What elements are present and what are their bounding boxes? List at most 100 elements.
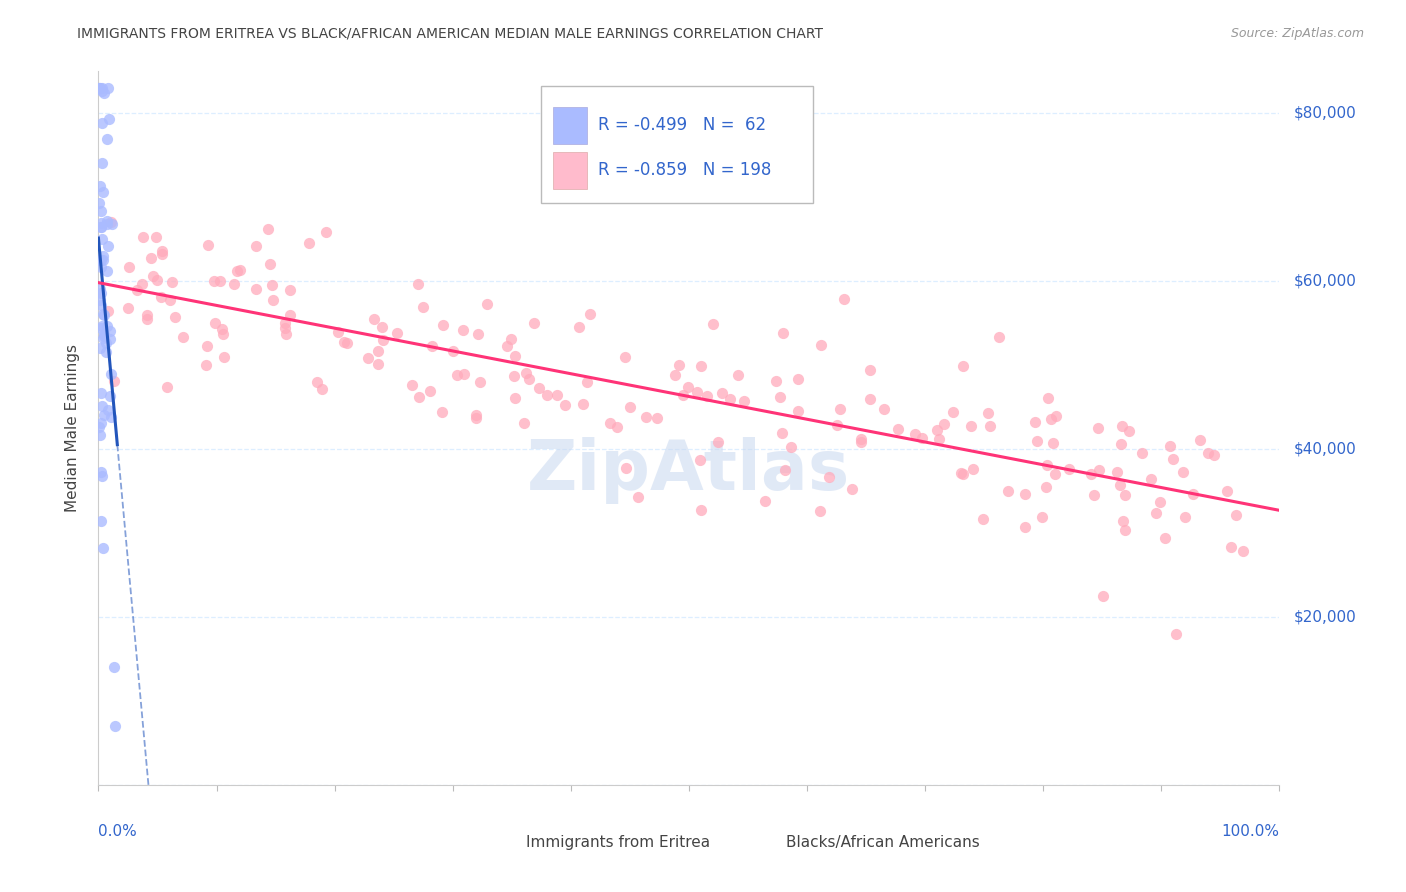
Point xyxy=(465,411,488,425)
Point xyxy=(689,453,711,467)
Point xyxy=(627,490,650,504)
Point xyxy=(808,504,831,518)
Point xyxy=(93,327,115,342)
Point xyxy=(710,386,733,401)
FancyBboxPatch shape xyxy=(553,107,588,145)
Point xyxy=(1171,466,1194,480)
Point xyxy=(515,366,537,380)
Point xyxy=(1112,514,1135,528)
Point xyxy=(371,320,394,334)
Point xyxy=(195,339,218,353)
Point xyxy=(93,408,115,422)
Point xyxy=(1036,391,1059,405)
Point xyxy=(96,264,118,278)
Text: IMMIGRANTS FROM ERITREA VS BLACK/AFRICAN AMERICAN MEDIAN MALE EARNINGS CORRELATI: IMMIGRANTS FROM ERITREA VS BLACK/AFRICAN… xyxy=(77,27,824,41)
Point xyxy=(859,392,882,406)
Point xyxy=(1111,418,1133,433)
Point xyxy=(90,220,112,235)
Point xyxy=(100,409,122,424)
Point xyxy=(172,330,194,344)
Point xyxy=(1202,448,1225,462)
Point xyxy=(136,312,159,326)
Point xyxy=(202,273,225,287)
Point xyxy=(859,363,882,377)
Point xyxy=(1197,446,1219,460)
Point xyxy=(422,339,444,353)
Point xyxy=(150,247,173,261)
Point xyxy=(614,460,637,475)
Point xyxy=(467,327,489,342)
FancyBboxPatch shape xyxy=(553,152,588,189)
Point xyxy=(89,179,111,194)
Point xyxy=(145,272,167,286)
Point xyxy=(810,338,832,352)
Point xyxy=(932,417,955,431)
Point xyxy=(1080,467,1102,481)
Point xyxy=(1166,627,1188,641)
Point xyxy=(770,426,793,441)
Point xyxy=(949,466,972,480)
Point xyxy=(1182,486,1205,500)
Point xyxy=(90,116,112,130)
Text: R = -0.499   N =  62: R = -0.499 N = 62 xyxy=(598,116,766,134)
Point xyxy=(333,334,356,349)
Point xyxy=(851,434,873,449)
Point xyxy=(910,431,932,445)
Point xyxy=(873,401,896,416)
Point xyxy=(619,400,641,414)
Point xyxy=(904,427,927,442)
Point xyxy=(125,283,148,297)
Point xyxy=(690,359,713,373)
Point xyxy=(212,350,235,364)
Point xyxy=(93,329,115,343)
Point xyxy=(572,397,595,411)
Point xyxy=(636,410,658,425)
Point xyxy=(613,350,636,364)
Point xyxy=(89,81,111,95)
Point xyxy=(89,427,111,442)
Point xyxy=(278,283,301,297)
Point xyxy=(97,238,120,252)
Point xyxy=(96,131,118,145)
Point xyxy=(90,232,112,246)
Point xyxy=(91,307,114,321)
Point xyxy=(546,387,568,401)
Text: $20,000: $20,000 xyxy=(1294,609,1357,624)
Point xyxy=(1154,532,1177,546)
Point xyxy=(1232,544,1254,558)
Point xyxy=(257,222,280,236)
Point xyxy=(1140,472,1163,486)
Point xyxy=(536,388,558,402)
Text: $60,000: $60,000 xyxy=(1294,274,1357,289)
Point xyxy=(849,432,872,446)
Point xyxy=(91,331,114,345)
Point xyxy=(419,384,441,399)
Point xyxy=(336,335,359,350)
Point xyxy=(90,252,112,267)
Point xyxy=(495,339,517,353)
Point xyxy=(1159,439,1181,453)
Point xyxy=(773,462,796,476)
Point xyxy=(952,467,974,481)
Point xyxy=(664,368,686,382)
Point xyxy=(298,235,321,250)
Point xyxy=(100,368,122,382)
Point xyxy=(90,416,112,430)
Point xyxy=(90,318,112,333)
Point xyxy=(1149,495,1171,509)
Point xyxy=(90,219,112,234)
Point xyxy=(1039,412,1062,426)
FancyBboxPatch shape xyxy=(728,832,778,854)
Point xyxy=(464,408,486,422)
Point xyxy=(93,87,115,101)
Point xyxy=(1042,436,1064,450)
Point xyxy=(1043,467,1066,481)
Point xyxy=(131,277,153,292)
Point xyxy=(408,390,430,404)
Point xyxy=(928,432,950,446)
Point xyxy=(94,336,117,351)
Point xyxy=(212,326,235,341)
Point xyxy=(262,277,284,292)
Point xyxy=(1024,415,1046,429)
Point xyxy=(90,298,112,312)
